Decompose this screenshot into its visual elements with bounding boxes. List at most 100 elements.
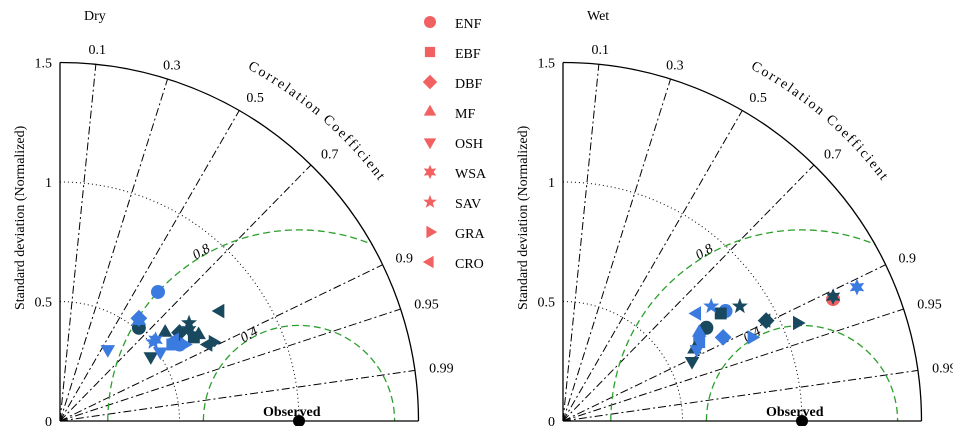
point xyxy=(180,337,193,352)
corr-tick-label: 0.7 xyxy=(321,148,339,163)
outer-arc xyxy=(59,61,420,422)
grid-line xyxy=(59,78,169,422)
point xyxy=(199,337,213,352)
reference-label: Observed xyxy=(263,405,321,420)
point xyxy=(693,336,706,349)
grid-line xyxy=(562,301,683,422)
grid-line xyxy=(562,78,672,422)
legend-marker xyxy=(424,46,436,58)
corr-tick-label: 0.9 xyxy=(899,251,917,266)
corr-tick-label: 0.5 xyxy=(246,91,263,106)
legend-label: DBF xyxy=(455,77,482,92)
legend-label: OSH xyxy=(455,137,483,152)
rms-label: 0.4 xyxy=(238,324,261,346)
point xyxy=(100,345,116,358)
grid-line xyxy=(562,110,743,422)
grid-line xyxy=(59,301,180,422)
legend-marker xyxy=(423,138,437,150)
taylor-panel: 00.511.50.10.30.50.70.90.950.990.40.8Cor… xyxy=(516,9,953,426)
rms-contour xyxy=(107,229,419,421)
y-tick-label: 1 xyxy=(548,176,555,191)
point xyxy=(181,314,198,330)
reference-point xyxy=(796,415,808,426)
corr-tick-label: 0.3 xyxy=(666,58,684,73)
point xyxy=(688,306,702,321)
point xyxy=(747,330,761,345)
legend-label: GRA xyxy=(455,227,485,242)
reference-point xyxy=(293,415,305,426)
grid-line xyxy=(59,369,415,422)
chart-title: Wet xyxy=(587,9,609,24)
grid-line xyxy=(59,308,401,422)
legend-marker xyxy=(423,194,437,208)
point xyxy=(145,333,162,349)
point xyxy=(689,345,705,358)
legend-marker xyxy=(423,164,437,180)
grid-line xyxy=(562,308,904,422)
point xyxy=(691,324,707,337)
grid-line xyxy=(59,110,240,422)
legend-label: SAV xyxy=(455,197,481,212)
legend-marker xyxy=(422,255,434,269)
corr-label-text: Correlation Coefficient xyxy=(245,59,386,185)
corr-tick-label: 0.3 xyxy=(163,58,181,73)
rms-contour xyxy=(202,324,396,421)
legend-label: EBF xyxy=(455,47,481,62)
grid-line xyxy=(562,369,918,422)
taylor-panel: 00.511.50.10.30.50.70.90.950.990.40.8Cor… xyxy=(13,9,454,426)
corr-tick-label: 0.9 xyxy=(396,251,414,266)
point xyxy=(211,303,225,319)
grid-line xyxy=(59,181,300,422)
legend-marker xyxy=(422,74,438,90)
rms-contour xyxy=(705,324,899,421)
y-axis-title: Standard deviation (Normalized) xyxy=(13,125,28,310)
rms-label: 0.8 xyxy=(693,242,716,264)
y-tick-label: 1.5 xyxy=(538,57,556,72)
legend-marker xyxy=(423,104,437,116)
corr-tick-label: 0.95 xyxy=(917,298,942,313)
point xyxy=(150,284,165,299)
corr-tick-label: 0.5 xyxy=(749,91,767,106)
corr-label: Correlation Coefficient xyxy=(748,59,891,185)
y-tick-label: 0.5 xyxy=(538,296,556,311)
corr-tick-label: 0.95 xyxy=(414,298,439,313)
legend-label: MF xyxy=(455,107,475,122)
rms-contour xyxy=(610,229,922,421)
grid-line xyxy=(562,164,815,422)
point xyxy=(166,332,179,348)
y-axis-title: Standard deviation (Normalized) xyxy=(516,125,531,310)
point xyxy=(684,357,700,370)
point xyxy=(181,321,197,339)
point xyxy=(714,328,732,346)
point xyxy=(143,352,159,365)
point xyxy=(757,313,771,328)
y-tick-label: 1.5 xyxy=(35,57,53,72)
corr-tick-label: 0.7 xyxy=(824,148,842,163)
outer-arc xyxy=(562,61,923,422)
grid-line xyxy=(562,181,803,422)
point xyxy=(153,347,168,361)
point xyxy=(703,297,720,314)
legend-marker xyxy=(424,16,436,28)
y-tick-label: 0 xyxy=(548,415,555,426)
point xyxy=(171,324,188,341)
grid-line xyxy=(59,164,312,422)
legend-label: WSA xyxy=(455,167,487,182)
rms-label: 0.8 xyxy=(190,242,213,264)
corr-label: Correlation Coefficient xyxy=(245,59,388,185)
y-tick-label: 0 xyxy=(45,415,52,426)
y-tick-label: 0.5 xyxy=(35,296,53,311)
point xyxy=(714,307,727,320)
chart-title: Dry xyxy=(84,9,106,24)
point xyxy=(849,278,865,296)
grid-line xyxy=(59,264,383,422)
point xyxy=(166,338,179,351)
point xyxy=(131,312,147,325)
point xyxy=(157,324,173,337)
legend-label: CRO xyxy=(455,257,484,272)
corr-tick-label: 0.99 xyxy=(429,361,454,376)
point xyxy=(731,297,748,314)
corr-tick-label: 0.99 xyxy=(932,361,953,376)
point xyxy=(793,315,806,331)
